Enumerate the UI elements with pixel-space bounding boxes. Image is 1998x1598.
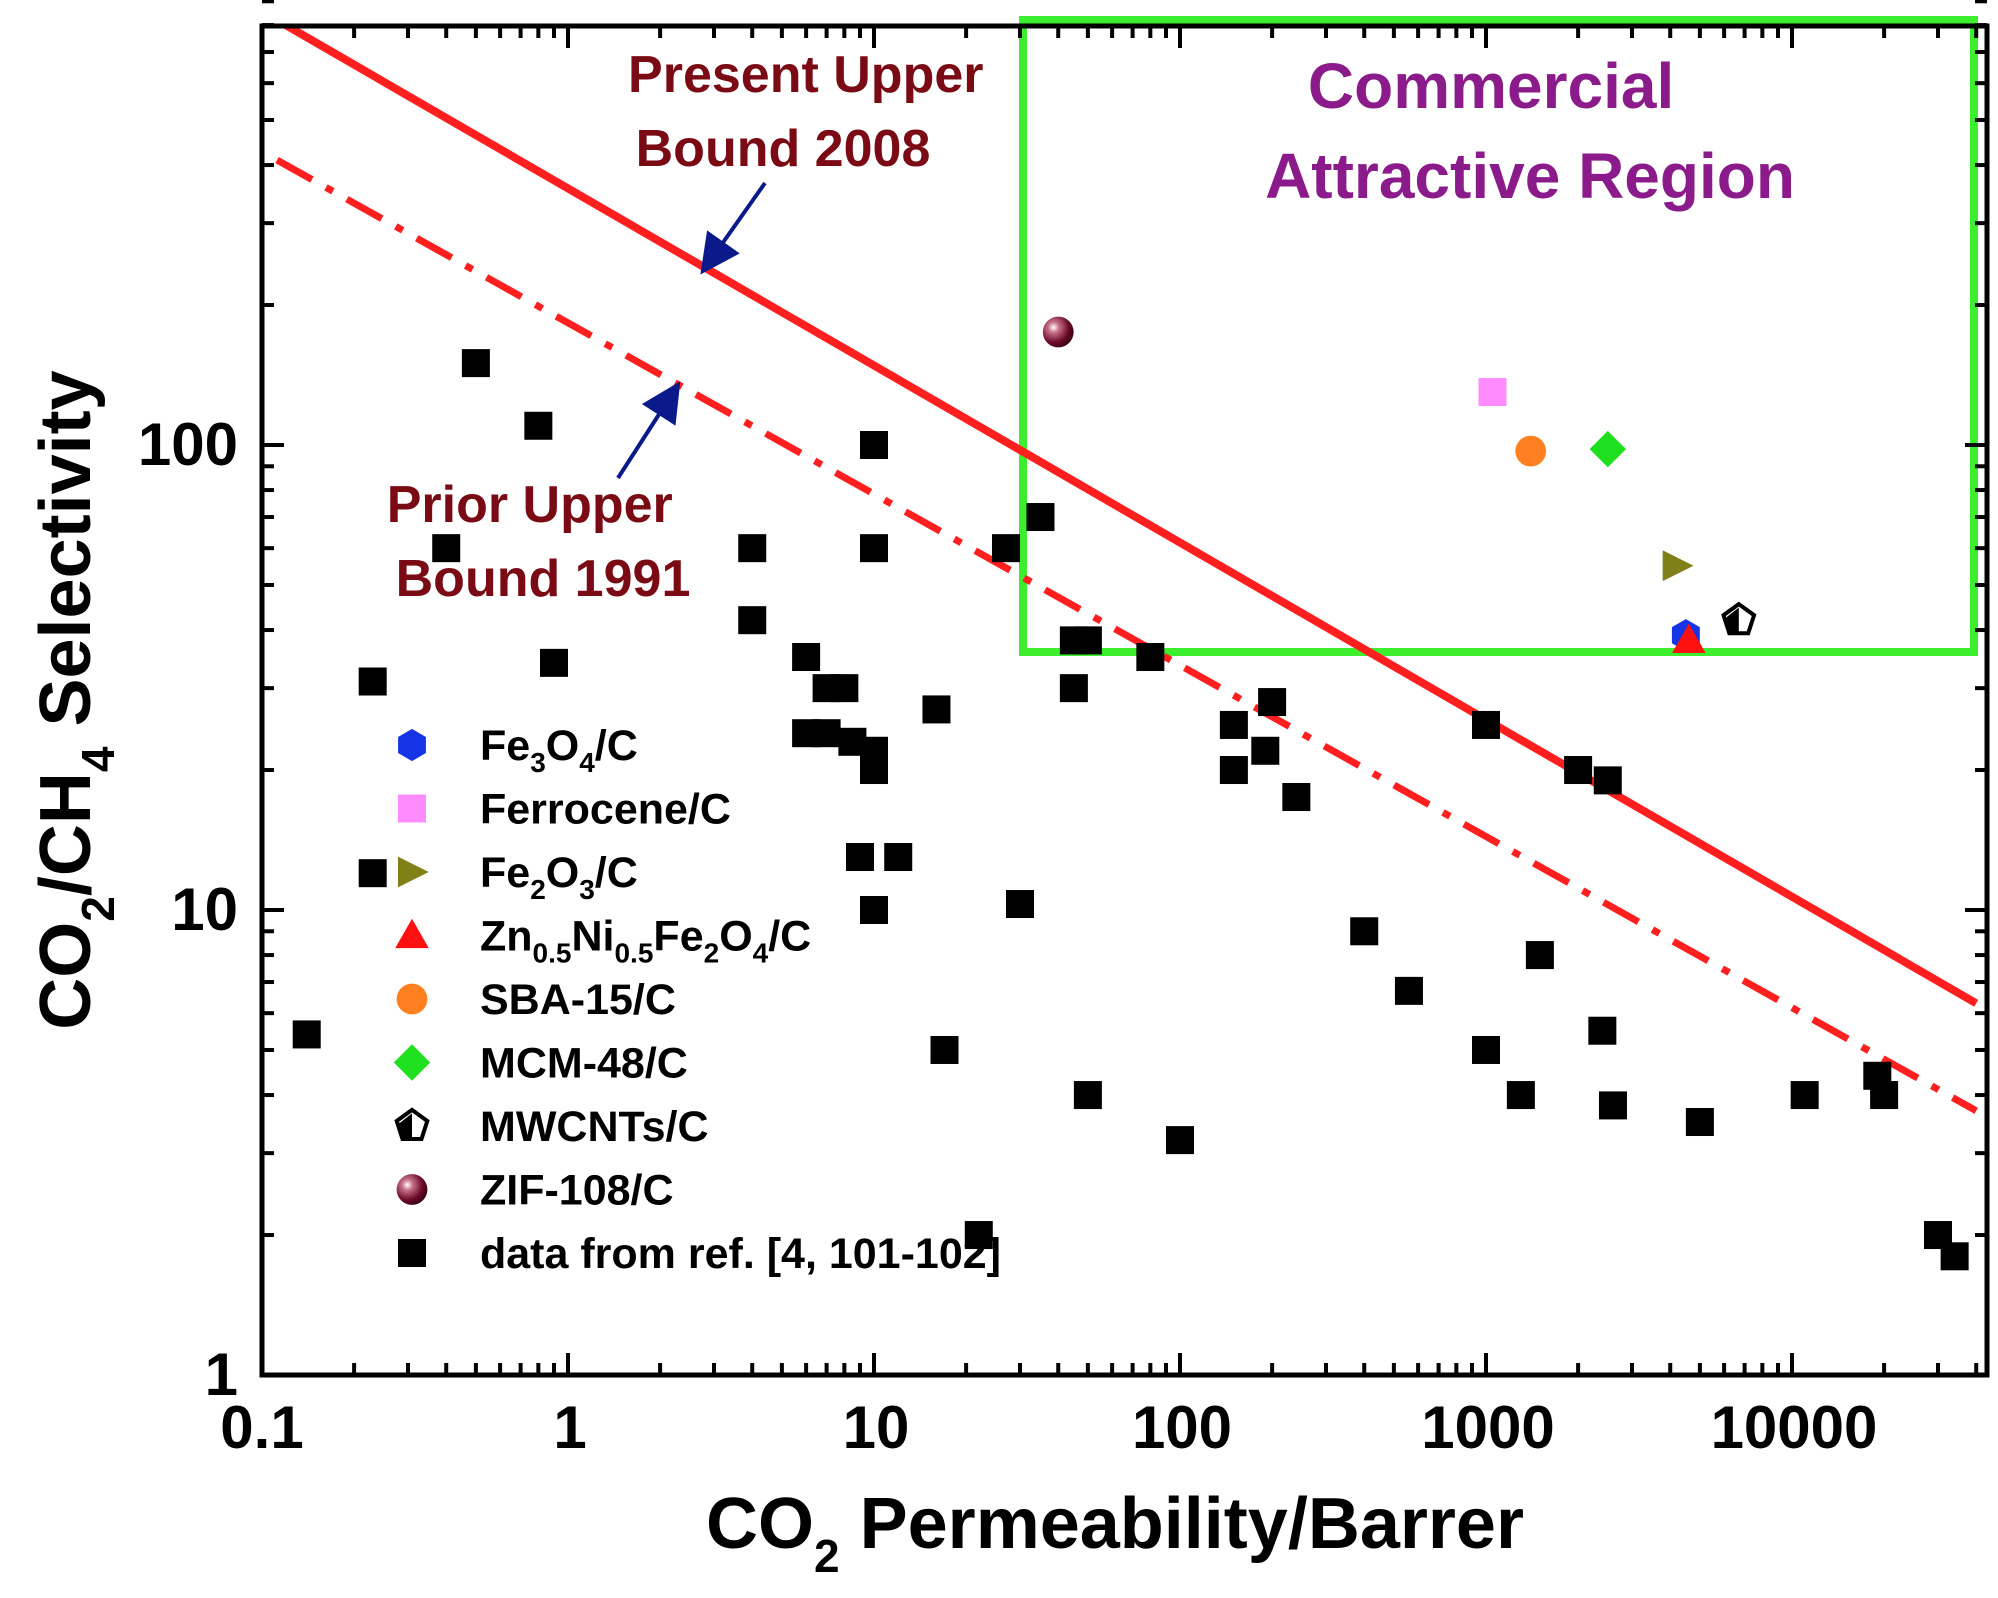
ref-point xyxy=(884,843,913,872)
legend-label-fe3o4: Fe3O4/C xyxy=(480,722,638,778)
commercial-region-box xyxy=(1019,16,1978,656)
ref-point xyxy=(292,1020,321,1049)
ref-point xyxy=(1136,643,1165,672)
ref-point xyxy=(860,756,888,785)
ref-point xyxy=(1525,941,1554,970)
x-tick-label: 100 xyxy=(1132,1394,1232,1461)
ref-point xyxy=(1073,1081,1102,1110)
legend-marker-znnife xyxy=(395,918,429,949)
legend-marker-ref xyxy=(398,1239,426,1267)
ref-point xyxy=(1472,1035,1500,1064)
ref-point xyxy=(1940,1242,1969,1271)
x-tick-label: 0.1 xyxy=(220,1394,303,1461)
ref-point xyxy=(738,606,767,635)
y-tick-label: 1 xyxy=(205,1341,238,1408)
legend-label-sba15: SBA-15/C xyxy=(480,976,676,1024)
ref-point xyxy=(432,534,461,563)
ref-point xyxy=(461,349,490,378)
ref-point xyxy=(845,843,874,872)
ref-point xyxy=(539,648,568,677)
axis-ticks xyxy=(260,0,1987,1377)
ref-point xyxy=(1282,782,1311,811)
ref-point xyxy=(860,534,888,563)
ref-point xyxy=(1005,890,1034,919)
ref-point xyxy=(860,896,888,924)
ref-point xyxy=(1026,503,1055,532)
ref-point xyxy=(1219,756,1248,785)
annotation-commercial-region: Commercial Attractive Region xyxy=(1265,50,1795,212)
ref-point xyxy=(1472,710,1500,739)
plot-frame xyxy=(259,23,1990,1378)
ref-point xyxy=(1506,1081,1535,1110)
ref-point xyxy=(358,859,387,888)
ref-point xyxy=(738,534,767,563)
arrow-prior-bound xyxy=(616,381,681,480)
legend-marker-fe2o3 xyxy=(398,856,429,888)
legend-label-fe2o3: Fe2O3/C xyxy=(480,849,638,905)
y-axis-title: CO2/CH4 Selectivity xyxy=(26,370,124,1029)
y-tick-label: 100 xyxy=(138,411,238,478)
arrow-present-bound xyxy=(700,181,767,275)
legend-marker-sba15 xyxy=(396,983,428,1015)
ref-point xyxy=(1593,766,1622,795)
y-tick-label: 10 xyxy=(171,876,238,943)
ref-point xyxy=(792,643,821,672)
pentagon-shade xyxy=(399,1113,412,1139)
ref-point xyxy=(524,411,553,440)
ref-point xyxy=(1350,917,1379,946)
ref-point xyxy=(1219,710,1248,739)
ref-point xyxy=(930,1035,959,1064)
upper-bound-2008-line xyxy=(279,26,1979,1007)
ref-point xyxy=(1251,736,1280,765)
data-points xyxy=(292,316,1969,1271)
ref-point xyxy=(812,719,841,748)
ref-point xyxy=(830,674,859,703)
ref-point xyxy=(1059,674,1088,703)
legend-marker-zif108 xyxy=(396,1174,428,1205)
legend-marker-ferrocene xyxy=(398,794,426,823)
annotation-present-bound: Present Upper Bound 2008 xyxy=(628,46,998,178)
ref-point xyxy=(922,695,951,724)
legend-label-mcm48: MCM-48/C xyxy=(480,1040,688,1088)
ref-point xyxy=(1685,1108,1714,1137)
ref-point xyxy=(991,534,1020,563)
legend-label-zif108: ZIF-108/C xyxy=(480,1167,674,1215)
pentagon-shade xyxy=(1726,607,1739,633)
ref-point xyxy=(1564,756,1593,785)
mcm48-point xyxy=(1589,430,1626,468)
fe2o3-point xyxy=(1662,550,1694,582)
ref-point xyxy=(860,431,888,459)
ref-point xyxy=(1073,626,1102,655)
legend-label-mwcnts: MWCNTs/C xyxy=(480,1103,709,1151)
x-tick-label: 1000 xyxy=(1421,1394,1554,1461)
ref-point xyxy=(1166,1126,1194,1155)
ref-point xyxy=(1870,1081,1899,1110)
x-axis-title: CO2 Permeability/Barrer xyxy=(706,1484,1524,1582)
legend-marker-fe3o4 xyxy=(398,728,426,762)
legend-label-ferrocene: Ferrocene/C xyxy=(480,786,731,834)
annotation-prior-bound: Prior Upper Bound 1991 xyxy=(387,476,691,608)
zif108-point xyxy=(1042,316,1074,348)
ref-point xyxy=(964,1221,993,1250)
ref-point xyxy=(358,667,387,696)
legend-marker-mcm48 xyxy=(393,1044,431,1081)
sba15-point xyxy=(1515,435,1547,467)
ref-point xyxy=(1598,1091,1627,1120)
x-tick-label: 10 xyxy=(843,1394,910,1461)
ref-point xyxy=(1588,1016,1617,1045)
legend-label-ref: data from ref. [4, 101-102] xyxy=(480,1230,1001,1278)
x-tick-label: 1 xyxy=(553,1394,586,1461)
legend: Fe3O4/C Ferrocene/C Fe2O3/C Zn0.5Ni0.5Fe2O4… xyxy=(393,722,1001,1278)
ref-point xyxy=(1790,1081,1819,1110)
ferrocene-point xyxy=(1478,378,1507,407)
upper-bound-1991-line xyxy=(275,157,1978,1114)
x-tick-label: 10000 xyxy=(1711,1394,1878,1461)
ref-point xyxy=(1394,976,1423,1005)
znnife-point xyxy=(1672,623,1706,653)
legend-label-znnife: Zn0.5Ni0.5Fe2O4/C xyxy=(480,913,811,969)
ref-point xyxy=(1258,688,1287,717)
